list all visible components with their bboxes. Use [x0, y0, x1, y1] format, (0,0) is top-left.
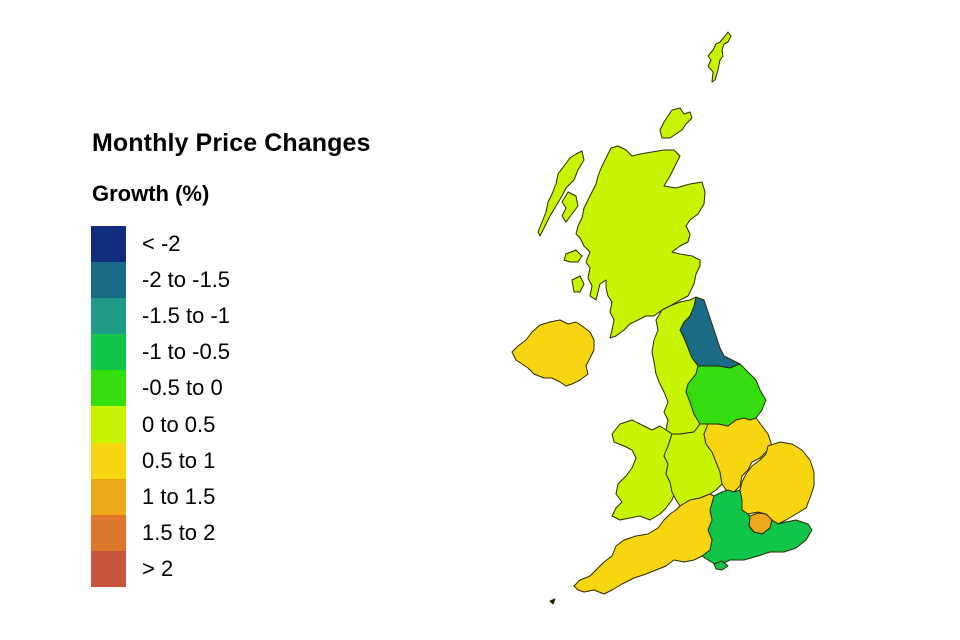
region-scotland-hebrides[interactable]: [537, 150, 585, 237]
legend-swatch: [91, 514, 126, 551]
region-scotland-islay[interactable]: [571, 275, 585, 293]
legend-label: < -2: [142, 231, 181, 257]
legend-swatch: [91, 406, 126, 443]
legend-item: < -2: [91, 226, 230, 263]
legend-swatch: [91, 226, 126, 263]
legend-label: 1 to 1.5: [142, 483, 216, 509]
legend-label: > 2: [142, 555, 174, 581]
region-east-midlands[interactable]: [703, 417, 773, 493]
region-scotland-shetland[interactable]: [707, 31, 732, 83]
region-west-midlands[interactable]: [663, 423, 723, 507]
legend-item: 1 to 1.5: [91, 478, 230, 515]
legend-label: 0 to 0.5: [142, 411, 216, 437]
legend-item: -2 to -1.5: [91, 262, 231, 299]
region-scotland-skye[interactable]: [561, 191, 579, 223]
legend-item: > 2: [91, 550, 230, 587]
legend-item: -0.5 to 0: [91, 370, 230, 407]
legend-item: 0.5 to 1: [91, 442, 230, 479]
legend-swatch: [91, 442, 126, 479]
legend-swatch: [91, 370, 126, 407]
legend-label: -0.5 to 0: [142, 375, 223, 401]
region-northern-ireland[interactable]: [511, 319, 595, 387]
region-wales[interactable]: [611, 419, 677, 521]
legend-swatch: [91, 298, 126, 335]
legend-item: -1.5 to -1: [91, 298, 231, 335]
legend-item: -1 to -0.5: [91, 334, 231, 371]
region-scotland[interactable]: [575, 145, 706, 339]
legend-swatch: [91, 262, 126, 299]
region-scotland-mull[interactable]: [563, 249, 583, 263]
region-scotland-orkney[interactable]: [659, 107, 693, 139]
map-title: Monthly Price Changes: [92, 129, 371, 157]
legend-label: 0.5 to 1: [142, 447, 216, 473]
legend-swatch: [91, 550, 126, 587]
legend-swatch: [91, 334, 126, 371]
legend: < -2 -2 to -1.5 -1.5 to -1 -1 to -0.5 -0…: [91, 226, 230, 587]
region-yorkshire[interactable]: [685, 363, 767, 427]
legend-item: 0 to 0.5: [91, 406, 230, 443]
region-isle-of-wight[interactable]: [713, 560, 729, 571]
region-south-west[interactable]: [573, 493, 715, 595]
legend-label: -2 to -1.5: [142, 267, 231, 293]
legend-item: 1.5 to 2: [91, 514, 230, 551]
region-scilly: [549, 598, 556, 605]
legend-title: Growth (%): [92, 181, 210, 206]
legend-label: -1.5 to -1: [142, 303, 231, 329]
legend-swatch: [91, 478, 126, 515]
legend-label: -1 to -0.5: [142, 339, 231, 365]
legend-label: 1.5 to 2: [142, 519, 216, 545]
